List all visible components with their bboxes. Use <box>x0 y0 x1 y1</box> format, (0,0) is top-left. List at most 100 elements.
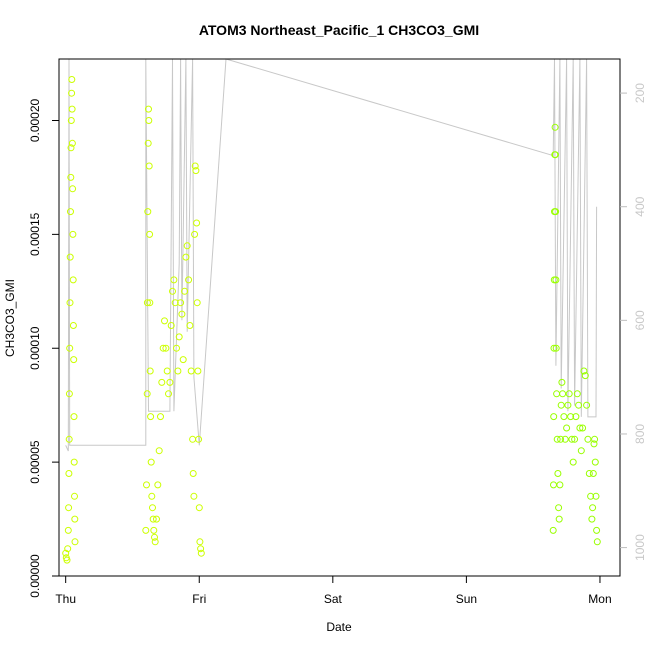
data-point <box>579 424 587 432</box>
data-point <box>573 390 581 398</box>
data-point <box>564 401 572 409</box>
data-point <box>183 242 191 250</box>
data-point <box>563 424 571 432</box>
data-point <box>146 299 154 307</box>
data-point <box>161 317 168 325</box>
data-point <box>553 390 561 398</box>
data-points <box>62 76 601 564</box>
data-point <box>153 515 160 523</box>
data-point <box>150 526 158 534</box>
data-point <box>581 372 589 380</box>
data-point <box>558 378 566 386</box>
x-axis-label: Date <box>326 620 352 634</box>
data-point <box>66 344 74 352</box>
data-point <box>64 545 72 553</box>
data-point <box>145 117 153 124</box>
data-point <box>557 435 565 443</box>
data-point <box>155 447 163 455</box>
data-point <box>69 230 77 238</box>
data-point <box>182 253 190 261</box>
data-point <box>593 526 601 534</box>
x-tick-label: Mon <box>588 592 611 606</box>
data-point <box>195 435 203 443</box>
data-point <box>193 219 201 227</box>
data-point <box>550 344 558 352</box>
data-point <box>146 230 154 238</box>
data-point <box>159 344 167 352</box>
data-point <box>575 401 583 409</box>
pressure-trace <box>65 58 598 452</box>
data-point <box>171 299 179 307</box>
data-point <box>143 481 150 489</box>
y2-axis: 200 400 600 800 1000 <box>620 83 647 561</box>
x-tick-label: Sat <box>324 592 343 606</box>
y2-tick-label: 600 <box>633 310 647 330</box>
y2-tick-label: 800 <box>633 424 647 444</box>
data-point <box>185 276 193 284</box>
data-point <box>559 390 567 398</box>
data-point <box>553 435 561 443</box>
data-point <box>178 310 186 318</box>
data-point <box>191 162 199 170</box>
data-point <box>143 299 151 307</box>
data-point <box>169 287 176 295</box>
data-point <box>151 538 159 546</box>
data-point <box>554 470 562 477</box>
data-point <box>175 333 183 341</box>
data-point <box>568 435 576 443</box>
data-point <box>70 458 78 466</box>
data-point <box>181 287 189 295</box>
data-point <box>71 515 79 523</box>
data-point <box>196 538 204 546</box>
data-point <box>67 144 75 152</box>
data-point <box>197 545 205 553</box>
data-point <box>192 167 200 175</box>
data-point <box>163 367 171 375</box>
data-point <box>147 413 155 421</box>
data-point <box>166 378 174 386</box>
data-point <box>65 435 73 443</box>
y-axis: 0.00000 0.00005 0.00010 0.00015 0.00020 <box>28 98 59 598</box>
data-point <box>560 413 568 421</box>
data-point <box>550 413 558 421</box>
data-point <box>162 344 170 352</box>
data-point <box>551 123 559 131</box>
data-point <box>151 533 158 541</box>
data-point <box>189 470 197 477</box>
data-point <box>195 504 203 512</box>
data-point <box>194 367 202 375</box>
y-tick-label: 0.00015 <box>28 212 42 256</box>
y-tick-label: 0.00005 <box>28 440 42 484</box>
data-point <box>587 492 595 500</box>
data-point <box>147 458 155 466</box>
data-point <box>68 139 76 147</box>
x-tick-label: Thu <box>55 592 76 606</box>
y2-tick-label: 200 <box>633 83 647 103</box>
data-point <box>167 322 175 329</box>
data-point <box>555 504 563 512</box>
data-point <box>66 299 74 307</box>
data-point <box>571 435 579 443</box>
y-tick-label: 0.00010 <box>28 326 42 370</box>
data-point <box>555 515 563 523</box>
data-point <box>590 440 598 448</box>
data-point <box>580 367 588 375</box>
data-point <box>191 230 199 238</box>
data-point <box>589 470 597 477</box>
data-point <box>565 390 573 398</box>
data-point <box>145 105 152 113</box>
data-point <box>157 413 164 421</box>
data-point <box>556 481 564 489</box>
y2-tick-label: 1000 <box>633 534 647 561</box>
data-point <box>591 435 599 443</box>
data-point <box>148 492 156 500</box>
data-point <box>144 208 152 216</box>
data-point <box>557 401 565 409</box>
data-point <box>589 504 597 512</box>
data-point <box>567 413 575 421</box>
data-point <box>591 458 599 466</box>
data-point <box>62 549 70 557</box>
data-point <box>551 151 559 159</box>
data-point <box>69 322 77 329</box>
